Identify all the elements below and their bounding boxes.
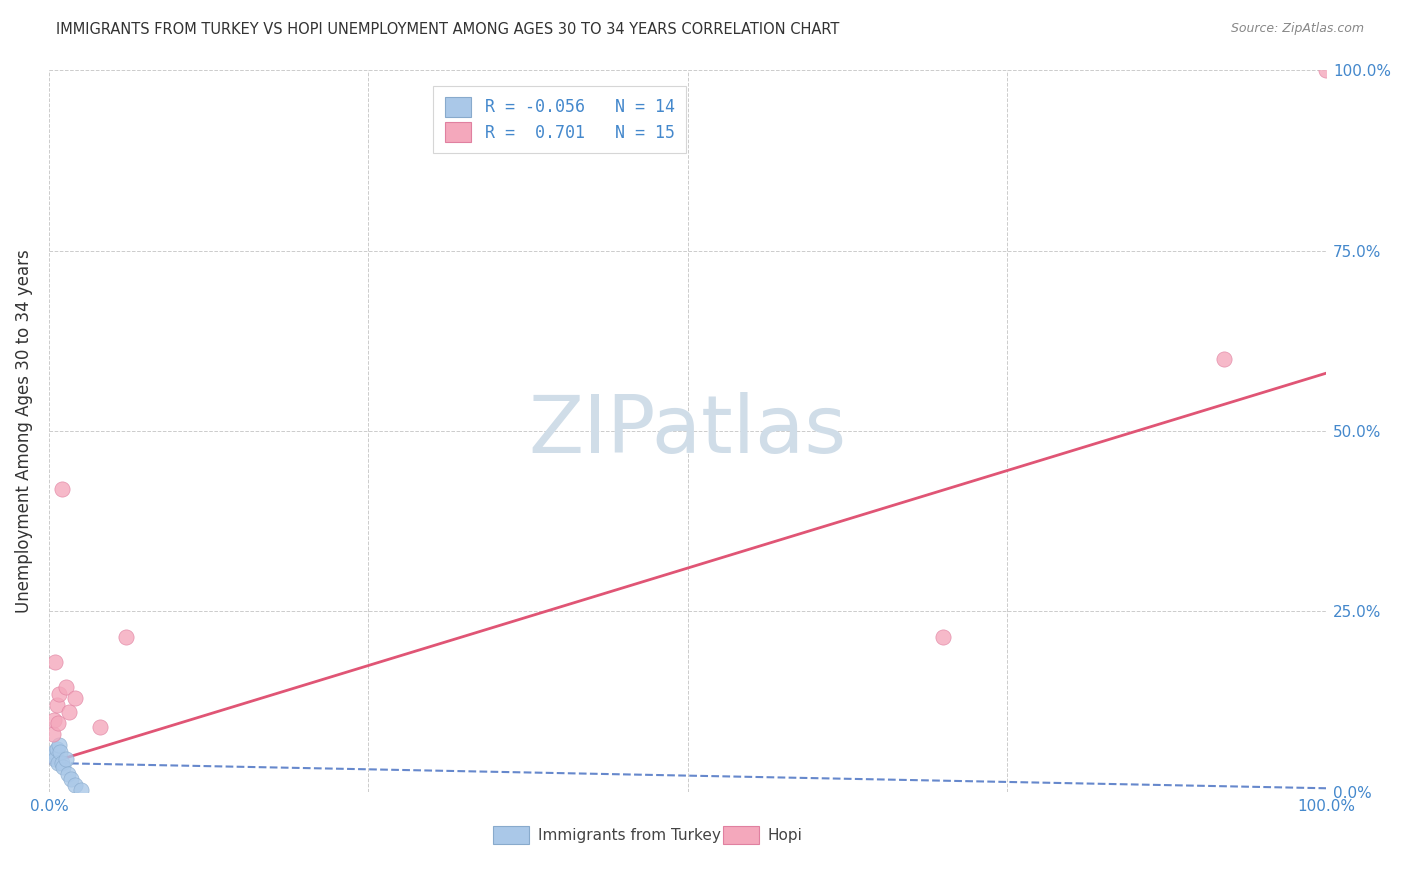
Text: ZIPatlas: ZIPatlas (529, 392, 846, 470)
Point (55, 680, 77, 694)
Text: IMMIGRANTS FROM TURKEY VS HOPI UNEMPLOYMENT AMONG AGES 30 TO 34 YEARS CORRELATIO: IMMIGRANTS FROM TURKEY VS HOPI UNEMPLOYM… (56, 22, 839, 37)
Legend: R = -0.056   N = 14, R =  0.701   N = 15: R = -0.056 N = 14, R = 0.701 N = 15 (433, 86, 686, 153)
Point (1212, 351, 1234, 366)
Point (45, 741, 67, 756)
Point (45, 698, 67, 713)
Text: Source: ZipAtlas.com: Source: ZipAtlas.com (1230, 22, 1364, 36)
Bar (494, 826, 529, 844)
Point (51, 756, 73, 770)
Point (932, 630, 955, 644)
Point (1315, 63, 1337, 78)
Point (44, 752, 66, 766)
Point (55, 752, 77, 766)
Point (63, 778, 86, 792)
Point (42, 745, 65, 759)
Point (63, 691, 86, 706)
Point (42, 713, 65, 727)
Point (46, 756, 69, 770)
Text: Hopi: Hopi (768, 828, 803, 843)
Point (59, 772, 82, 786)
Point (58, 706, 80, 720)
Point (56, 767, 79, 781)
Point (42, 727, 65, 741)
Point (48, 688, 70, 702)
Point (42, 748, 65, 763)
Point (44, 655, 66, 669)
Point (51, 482, 73, 496)
Point (46, 716, 69, 731)
Point (52, 759, 75, 773)
Point (48, 738, 70, 752)
Point (89, 720, 111, 734)
Point (49, 745, 72, 759)
Point (114, 630, 136, 644)
Bar (723, 826, 759, 844)
Point (70, 783, 93, 797)
Text: Immigrants from Turkey: Immigrants from Turkey (538, 828, 721, 843)
Y-axis label: Unemployment Among Ages 30 to 34 years: Unemployment Among Ages 30 to 34 years (15, 249, 32, 613)
